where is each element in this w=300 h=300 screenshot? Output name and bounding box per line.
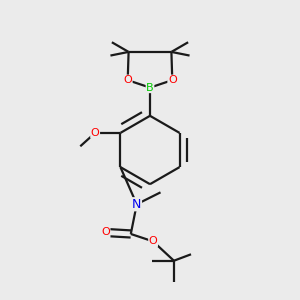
Text: O: O	[123, 75, 132, 85]
Text: B: B	[146, 82, 154, 93]
Text: N: N	[132, 198, 141, 211]
Text: O: O	[149, 236, 158, 246]
Text: O: O	[168, 75, 177, 85]
Text: O: O	[91, 128, 100, 138]
Text: O: O	[101, 227, 110, 238]
